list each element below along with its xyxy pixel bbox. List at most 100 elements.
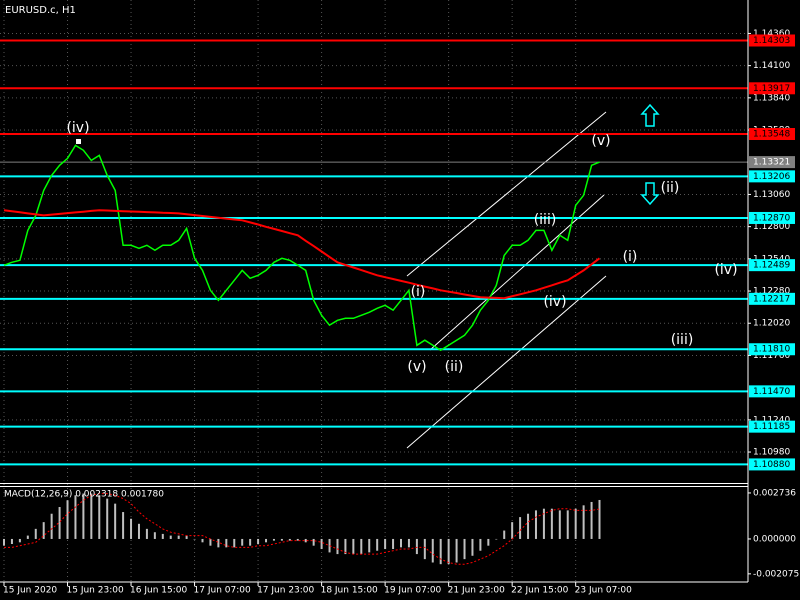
- macd-bar: [201, 538, 204, 543]
- y-tick-label: 1.14100: [753, 61, 790, 71]
- wave-label: (v): [407, 359, 426, 375]
- macd-bar: [288, 538, 291, 541]
- macd-bar: [320, 538, 323, 550]
- macd-bar: [527, 513, 530, 539]
- level-tag: [749, 385, 795, 398]
- signal-line: [4, 493, 600, 565]
- macd-bar: [42, 522, 45, 539]
- y-tick-label: 1.11760: [753, 351, 790, 361]
- grid: [0, 0, 748, 582]
- macd-bar: [130, 518, 133, 539]
- macd-bar: [503, 530, 506, 539]
- level-label: 1.10880: [753, 460, 790, 470]
- wave-label: (v): [591, 133, 610, 149]
- macd-bar: [241, 538, 244, 546]
- plot: [0, 39, 748, 565]
- macd-bar: [574, 508, 577, 539]
- y-tick-label: 1.12020: [753, 319, 790, 329]
- x-tick-label: 18 Jun 15:00: [321, 586, 378, 596]
- macd-bar: [312, 538, 315, 546]
- macd-bar: [34, 528, 37, 539]
- wave-label: (iv): [543, 294, 566, 310]
- macd-bar: [280, 538, 283, 541]
- macd-bar: [487, 538, 490, 546]
- macd-bar: [257, 538, 260, 544]
- macd-bar: [558, 510, 561, 539]
- macd-bar: [479, 538, 482, 551]
- y-tick-label: -0.002075: [753, 569, 799, 579]
- y-tick-label: 1.13840: [753, 93, 790, 103]
- macd-bar: [471, 538, 474, 556]
- level-label: 1.11185: [753, 422, 790, 432]
- macd-bar: [328, 538, 331, 553]
- current-price-label: 1.13321: [753, 158, 790, 168]
- x-tick-label: 15 Jun 23:00: [67, 586, 124, 596]
- wave-label: (ii): [445, 359, 464, 375]
- macd-bar: [534, 510, 537, 539]
- macd-bar: [400, 538, 402, 548]
- y-tick-label: 1.11240: [753, 415, 790, 425]
- macd-bar: [550, 508, 553, 539]
- wave-label: (ii): [661, 180, 680, 196]
- x-tick-label: 23 Jun 07:00: [575, 586, 632, 596]
- macd-bar: [106, 498, 109, 539]
- down-arrow: [640, 182, 660, 206]
- macd-bar: [161, 533, 164, 539]
- y-tick-label: 1.13060: [753, 190, 790, 200]
- macd-bar: [10, 538, 13, 544]
- macd-bar: [439, 538, 442, 565]
- level-tag: [749, 34, 795, 47]
- wave-label: (i): [411, 284, 426, 300]
- current-price-tag: [749, 156, 795, 169]
- macd-bar: [296, 538, 299, 541]
- wave-label: (i): [623, 249, 638, 265]
- x-tick-label: 22 Jun 15:00: [511, 586, 568, 596]
- level-tag: [749, 259, 795, 272]
- macd-bar: [463, 538, 466, 560]
- macd-bar: [352, 538, 355, 555]
- channel-upper: [406, 111, 607, 277]
- macd-bar: [145, 528, 148, 539]
- level-tag: [749, 420, 795, 433]
- macd-bar: [3, 538, 5, 546]
- macd-bar: [233, 538, 236, 548]
- macd-bar: [598, 499, 601, 539]
- x-tick-label: 17 Jun 07:00: [194, 586, 251, 596]
- macd-bar: [384, 538, 387, 550]
- level-tag: [749, 211, 795, 224]
- y-tick-label: 1.10980: [753, 448, 790, 458]
- level-label: 1.14303: [753, 36, 790, 46]
- moving-average: [3, 209, 601, 300]
- channel-middle: [429, 194, 605, 351]
- level-label: 1.11470: [753, 387, 790, 397]
- macd-bar: [495, 538, 498, 540]
- level-tag: [749, 128, 795, 141]
- macd-bar: [114, 503, 117, 539]
- y-tick-label: 0.000000: [753, 534, 796, 544]
- macd-bar: [18, 538, 21, 543]
- wave-label: (iii): [534, 212, 557, 228]
- macd-bar: [82, 493, 85, 539]
- level-tag: [749, 458, 795, 471]
- macd-bar: [177, 535, 180, 539]
- x-tick-label: 15 Jun 2020: [3, 586, 57, 596]
- macd-bar: [566, 510, 569, 539]
- macd-bar: [519, 517, 522, 539]
- level-label: 1.12870: [753, 213, 790, 223]
- level-tag: [749, 292, 795, 305]
- up-arrow: [640, 103, 660, 127]
- macd-bar: [193, 538, 196, 540]
- price-line: [3, 144, 600, 352]
- level-label: 1.12489: [753, 261, 790, 271]
- macd-bar: [90, 493, 93, 539]
- macd-bar: [122, 512, 125, 539]
- macd-bar: [265, 538, 268, 543]
- wave-label: (iv): [714, 262, 737, 278]
- macd-bar: [360, 538, 363, 555]
- macd-bar: [582, 505, 585, 539]
- macd-title: MACD(12,26,9) 0.002318 0.001780: [4, 490, 164, 500]
- symbol-label: EURUSD.c, H1: [5, 5, 76, 16]
- macd-bar: [447, 538, 450, 565]
